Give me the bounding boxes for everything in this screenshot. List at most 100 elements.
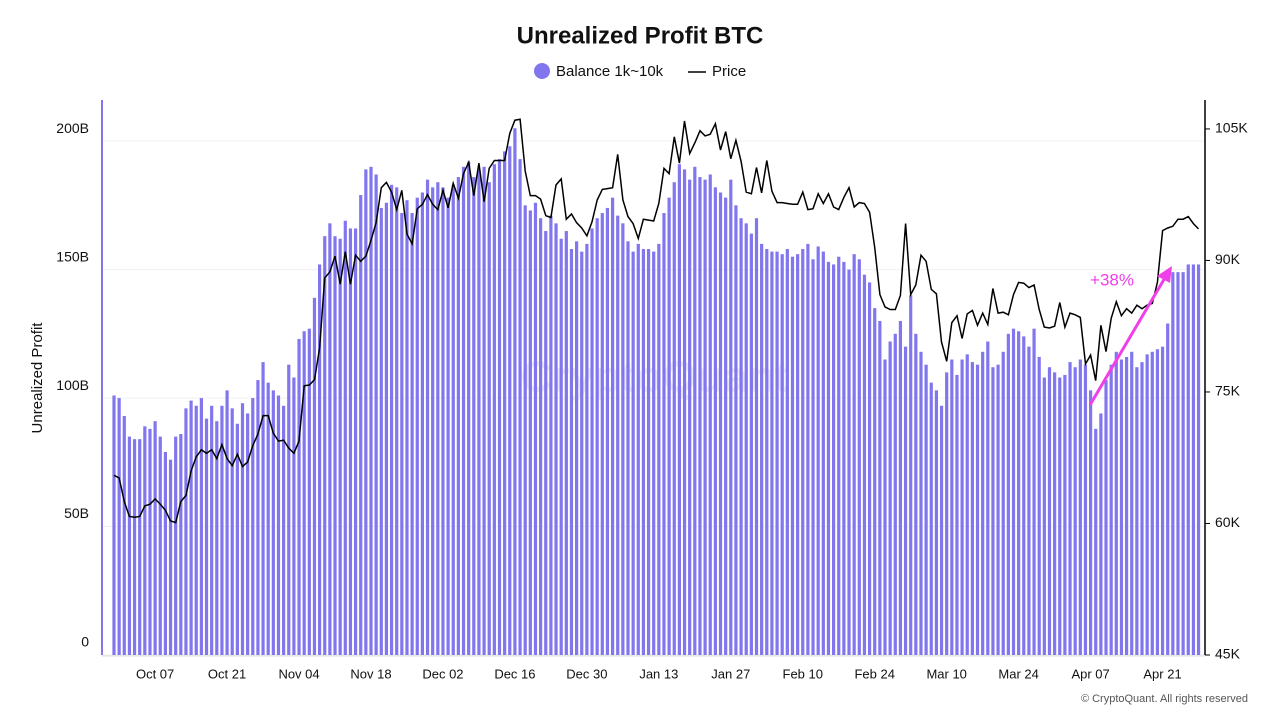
bar bbox=[677, 164, 681, 655]
bar bbox=[672, 182, 676, 655]
bar bbox=[652, 251, 656, 655]
price-line bbox=[113, 118, 1200, 524]
bar bbox=[220, 405, 224, 655]
bar bbox=[503, 151, 507, 655]
x-tick-label: Jan 13 bbox=[639, 666, 678, 681]
bar bbox=[780, 254, 784, 655]
bar bbox=[348, 228, 353, 655]
bar bbox=[189, 400, 193, 655]
bar bbox=[847, 269, 851, 655]
bar bbox=[312, 297, 317, 655]
bar bbox=[698, 177, 702, 656]
x-tick-label: Dec 16 bbox=[494, 666, 535, 681]
bar bbox=[1160, 346, 1165, 655]
bar bbox=[256, 380, 260, 655]
bar bbox=[204, 418, 209, 655]
bar bbox=[122, 416, 126, 655]
bar bbox=[842, 261, 846, 655]
bar bbox=[405, 200, 409, 656]
bar bbox=[338, 238, 342, 655]
bar bbox=[539, 218, 543, 655]
bar bbox=[1114, 351, 1118, 655]
bar bbox=[569, 249, 574, 655]
bar bbox=[749, 233, 753, 655]
bar bbox=[1047, 367, 1052, 655]
bar bbox=[785, 249, 789, 655]
bar bbox=[1094, 428, 1098, 655]
bar bbox=[117, 398, 121, 655]
bar bbox=[225, 390, 229, 655]
bar bbox=[898, 320, 903, 655]
bar bbox=[261, 362, 265, 655]
bar bbox=[688, 179, 692, 655]
bar bbox=[903, 346, 908, 655]
bar bbox=[492, 164, 496, 655]
bar bbox=[605, 207, 610, 655]
bar bbox=[1176, 272, 1180, 655]
y-tick-label: 200B bbox=[56, 120, 89, 136]
y2-tick-label: 105K bbox=[1215, 120, 1248, 136]
bar bbox=[662, 213, 666, 656]
bar bbox=[873, 308, 877, 655]
bar bbox=[862, 274, 867, 655]
annotation-arrow bbox=[1088, 275, 1168, 406]
bar bbox=[693, 166, 697, 656]
bar bbox=[821, 251, 825, 655]
bar bbox=[729, 179, 733, 655]
bar bbox=[379, 207, 383, 655]
bar bbox=[1171, 272, 1175, 655]
bar bbox=[575, 241, 579, 655]
y2-tick-label: 75K bbox=[1215, 383, 1241, 399]
footer: © CryptoQuant. All rights reserved bbox=[1081, 693, 1248, 705]
bar bbox=[148, 428, 152, 655]
y-tick-label: 150B bbox=[56, 248, 89, 264]
bar bbox=[1006, 333, 1010, 655]
bar bbox=[246, 413, 250, 655]
bar bbox=[472, 177, 476, 656]
bar bbox=[431, 187, 435, 655]
bar bbox=[461, 166, 466, 656]
bar bbox=[816, 246, 820, 656]
bar bbox=[307, 328, 311, 655]
bar bbox=[194, 405, 198, 655]
bar bbox=[585, 243, 589, 655]
bar bbox=[425, 179, 430, 655]
chart-title: Unrealized Profit BTC bbox=[517, 22, 764, 49]
bar bbox=[1032, 328, 1036, 655]
x-tick-label: Dec 30 bbox=[566, 666, 607, 681]
bar bbox=[811, 259, 815, 655]
bar bbox=[724, 197, 728, 655]
bar bbox=[528, 210, 532, 655]
bar bbox=[986, 341, 990, 655]
legend: Balance 1k~10k Price bbox=[534, 63, 746, 80]
x-tick-label: Apr 07 bbox=[1071, 666, 1109, 681]
bar bbox=[1063, 374, 1067, 655]
bar bbox=[1073, 367, 1077, 655]
bar bbox=[1089, 390, 1093, 655]
bar bbox=[384, 202, 389, 655]
bar bbox=[1053, 372, 1057, 655]
bar bbox=[924, 364, 928, 655]
bar bbox=[389, 184, 394, 655]
bar bbox=[1191, 264, 1195, 655]
bar bbox=[1150, 351, 1154, 655]
bar bbox=[235, 423, 239, 655]
bar bbox=[410, 213, 414, 656]
bar bbox=[487, 182, 491, 655]
bar bbox=[158, 436, 162, 655]
bar bbox=[302, 331, 306, 655]
bar bbox=[179, 434, 183, 655]
bar bbox=[867, 282, 872, 655]
bar bbox=[364, 169, 368, 655]
bar bbox=[359, 195, 363, 655]
x-tick-label: Dec 02 bbox=[422, 666, 463, 681]
bar bbox=[1001, 351, 1005, 655]
bar bbox=[1058, 377, 1062, 655]
bar bbox=[1042, 377, 1046, 655]
bar bbox=[636, 243, 640, 655]
bar bbox=[318, 264, 322, 655]
bar bbox=[837, 256, 841, 655]
bar bbox=[513, 128, 517, 655]
bar bbox=[888, 341, 892, 655]
bar bbox=[744, 223, 748, 656]
